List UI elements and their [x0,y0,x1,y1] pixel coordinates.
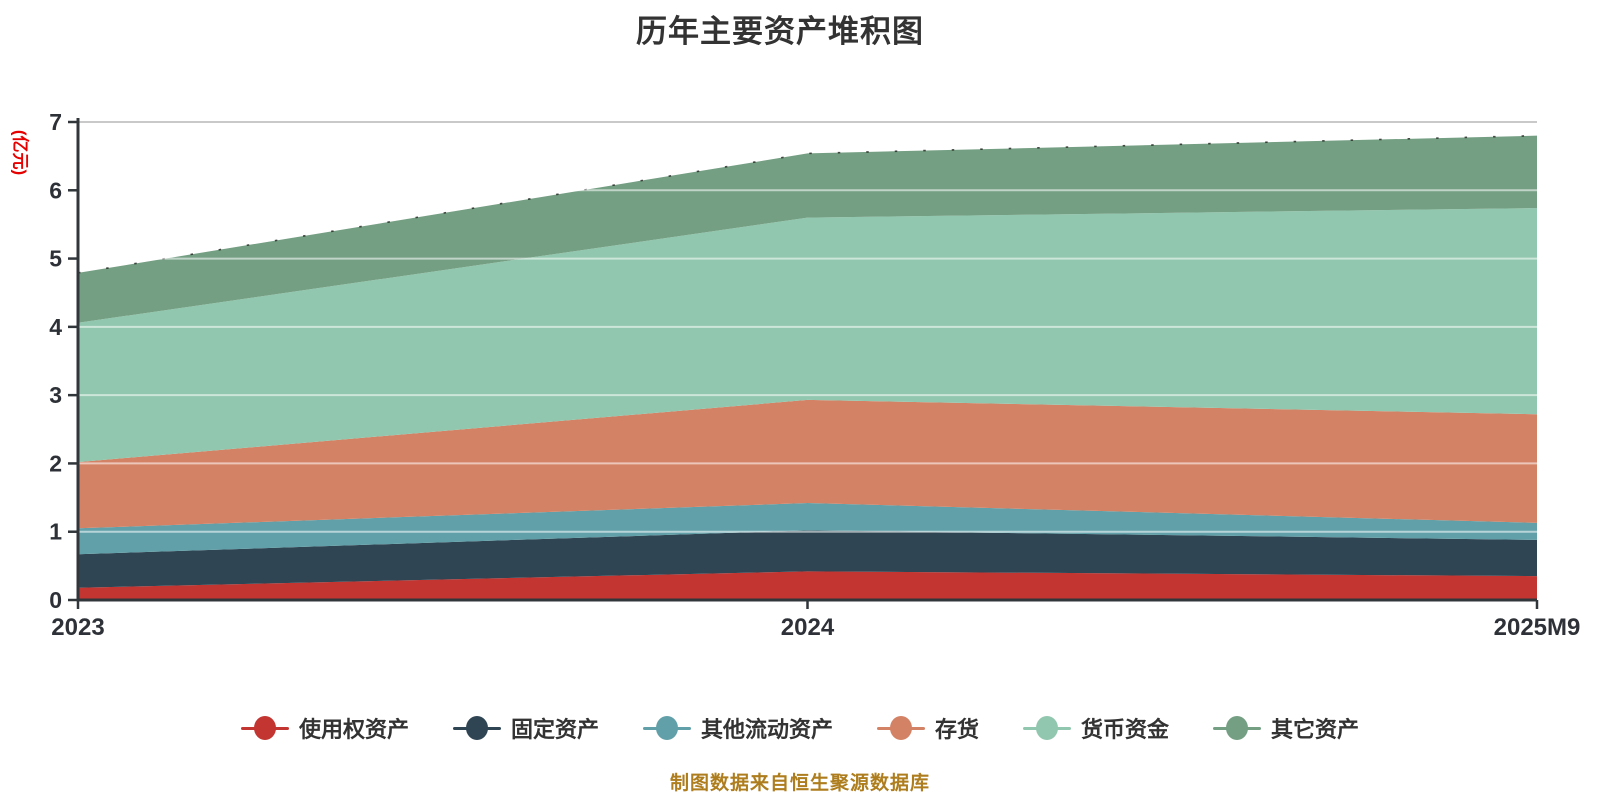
chart-legend: 使用权资产 固定资产 其他流动资产 存货 货币资金 其它资产 [0,712,1600,744]
legend-label: 固定资产 [510,717,599,742]
legend-label: 使用权资产 [298,717,409,742]
chart-title: 历年主要资产堆积图 [636,14,924,49]
legend-item-inventory[interactable]: 存货 [877,712,979,744]
y-tick-label-6: 6 [49,177,62,203]
total-top-edge [77,134,1538,274]
legend-item-other-current-assets[interactable]: 其他流动资产 [642,712,833,744]
legend-label: 存货 [935,717,980,742]
y-tick-label-5: 5 [49,246,62,272]
legend-item-other-assets[interactable]: 其它资产 [1213,712,1359,744]
area-band-right-of-use-assets [78,571,1537,600]
y-tick-label-4: 4 [49,314,62,340]
legend-marker-icon [452,715,501,741]
y-tick-label-7: 7 [49,109,62,135]
legend-item-right-of-use-assets[interactable]: 使用权资产 [240,712,409,744]
y-tick-label-3: 3 [49,382,62,408]
area-band-other-current-assets [78,503,1537,555]
data-source-note: 制图数据来自恒生聚源数据库 [669,773,930,794]
legend-marker-icon [240,715,289,741]
legend-marker-icon [1213,715,1262,741]
y-tick-label-0: 0 [49,587,62,613]
area-band-other-assets [78,135,1537,323]
area-band-fixed-assets [78,530,1537,588]
legend-marker-icon [1023,715,1072,741]
legend-item-monetary-funds[interactable]: 货币资金 [1023,712,1169,744]
x-axis-label-2025M9: 2025M9 [1494,614,1581,641]
legend-label: 其它资产 [1271,717,1360,742]
legend-marker-icon [642,715,691,741]
x-axis-label-2023: 2023 [51,614,104,641]
y-tick-label-1: 1 [49,519,62,545]
legend-label: 货币资金 [1081,717,1170,742]
x-axis-label-2024: 2024 [781,614,835,641]
y-tick-label-2: 2 [49,450,62,476]
area-band-monetary-funds [78,208,1537,463]
legend-item-fixed-assets[interactable]: 固定资产 [452,712,599,744]
legend-label: 其他流动资产 [700,717,833,742]
legend-marker-icon [877,715,925,741]
